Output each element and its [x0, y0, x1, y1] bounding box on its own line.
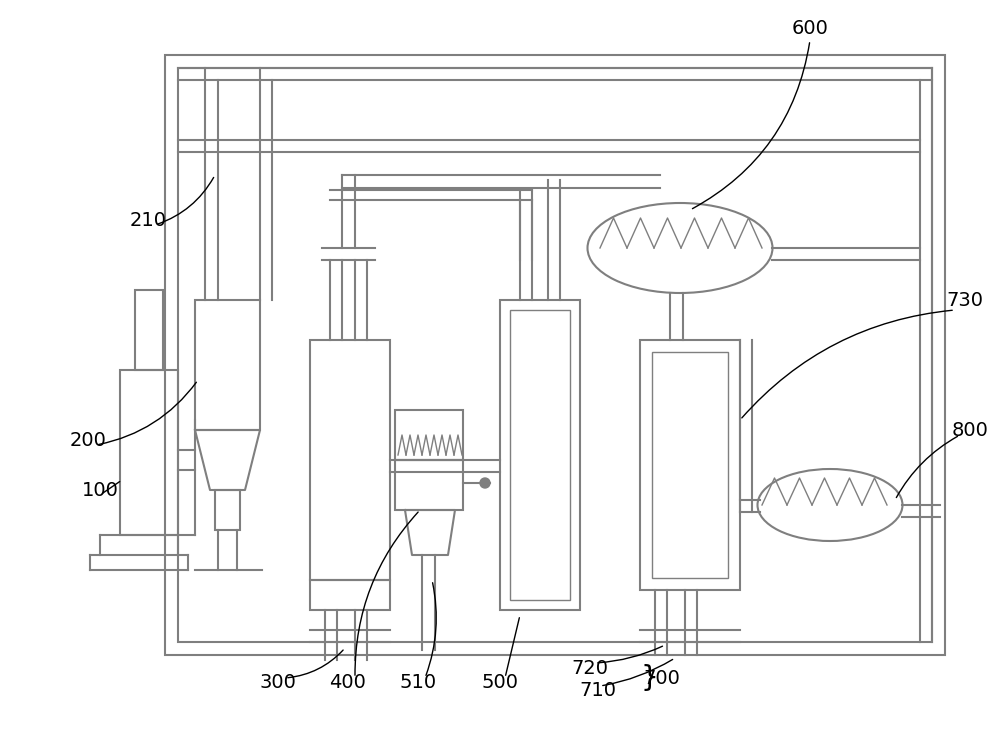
Bar [135, 290, 163, 370]
Bar [310, 340, 390, 580]
Bar [500, 300, 580, 610]
Bar [510, 310, 570, 600]
Text: 500: 500 [482, 673, 518, 692]
Text: 720: 720 [572, 659, 608, 678]
Text: 730: 730 [946, 291, 984, 310]
Bar [640, 340, 740, 590]
Text: }: } [640, 664, 658, 692]
Bar [395, 460, 463, 510]
Text: 800: 800 [952, 420, 988, 439]
Text: 200: 200 [70, 431, 106, 450]
Text: 710: 710 [580, 681, 616, 699]
Bar [215, 490, 240, 530]
Text: 300: 300 [260, 673, 296, 692]
Text: 510: 510 [399, 673, 437, 692]
Bar [195, 300, 260, 430]
Bar [652, 352, 728, 578]
Bar [178, 68, 932, 642]
Text: 210: 210 [130, 210, 166, 230]
Bar [395, 410, 463, 460]
Text: 700: 700 [644, 668, 680, 687]
Bar [165, 55, 945, 655]
Bar [310, 580, 390, 610]
Text: 400: 400 [330, 673, 366, 692]
Text: 100: 100 [82, 481, 118, 500]
Circle shape [480, 478, 490, 488]
Text: 600: 600 [792, 18, 828, 38]
Bar [120, 370, 178, 535]
